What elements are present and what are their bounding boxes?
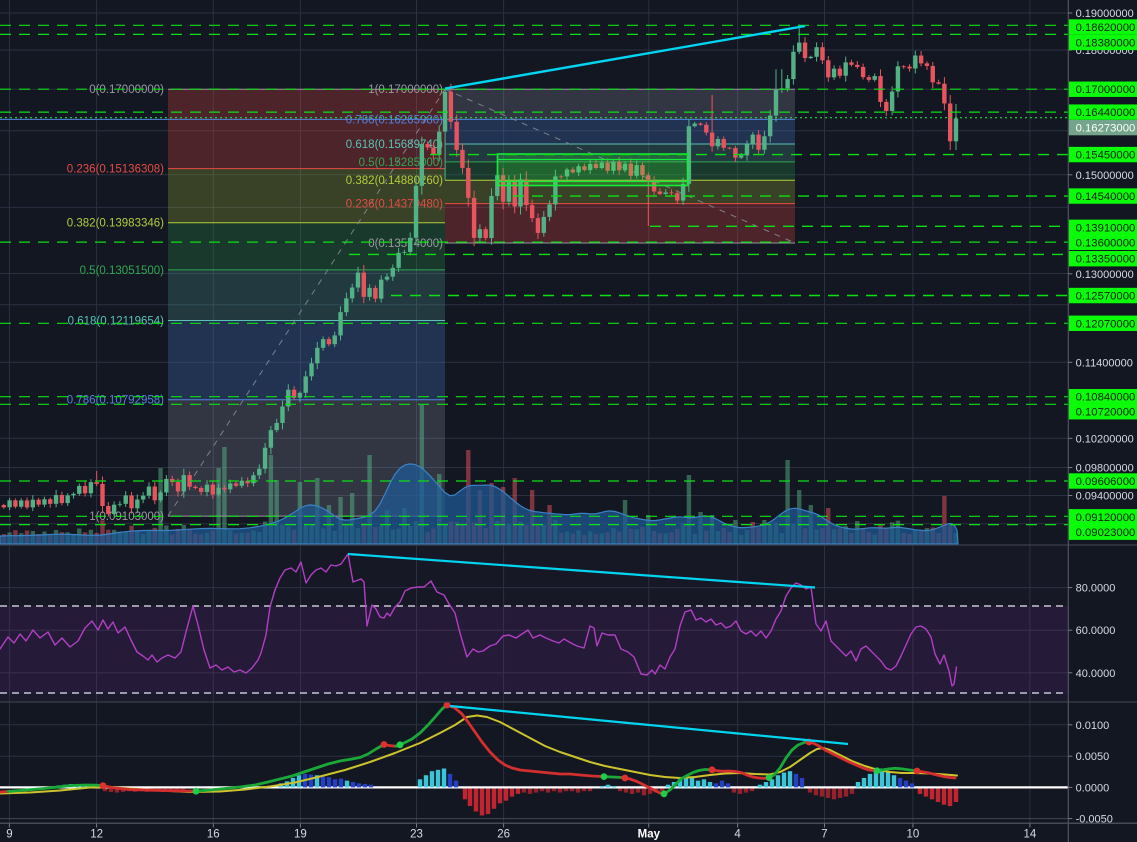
svg-text:0.15000000: 0.15000000 [1076,170,1134,182]
svg-text:0.14540000: 0.14540000 [1076,191,1136,203]
svg-text:0.12570000: 0.12570000 [1076,291,1136,303]
svg-text:60.0000: 60.0000 [1076,625,1116,637]
svg-text:0.10200000: 0.10200000 [1076,433,1134,445]
svg-text:0.11400000: 0.11400000 [1076,357,1133,369]
svg-text:0.0100: 0.0100 [1076,720,1110,732]
svg-text:80.0000: 80.0000 [1076,583,1116,595]
svg-text:0.13910000: 0.13910000 [1076,222,1136,234]
svg-text:0.13350000: 0.13350000 [1076,254,1136,266]
svg-text:0.618(0.12119654): 0.618(0.12119654) [68,316,165,328]
svg-text:0.16440000: 0.16440000 [1076,107,1136,119]
svg-text:0.0050: 0.0050 [1076,751,1110,763]
svg-text:26: 26 [497,829,510,841]
svg-text:0.382(0.14880260): 0.382(0.14880260) [346,175,443,187]
svg-text:1(0.09103000): 1(0.09103000) [89,511,164,523]
svg-text:0.12070000: 0.12070000 [1076,318,1136,330]
svg-text:0.09120000: 0.09120000 [1076,512,1136,524]
svg-text:0.5(0.13051500): 0.5(0.13051500) [80,265,165,277]
svg-text:0.0000: 0.0000 [1076,782,1110,794]
svg-text:0.13600000: 0.13600000 [1076,237,1136,249]
svg-text:0.09606000: 0.09606000 [1076,476,1136,488]
svg-text:0.236(0.15136308): 0.236(0.15136308) [67,164,164,176]
svg-text:0.19000000: 0.19000000 [1076,8,1134,20]
svg-text:0(0.13574000): 0(0.13574000) [368,238,443,250]
svg-text:0.09400000: 0.09400000 [1076,491,1134,503]
svg-text:4: 4 [734,829,741,841]
svg-text:0.5(0.15285000): 0.5(0.15285000) [359,157,444,169]
svg-text:0.09800000: 0.09800000 [1076,463,1134,475]
svg-text:0.10720000: 0.10720000 [1076,407,1136,419]
svg-text:7: 7 [821,829,827,841]
svg-text:0.16273000: 0.16273000 [1076,123,1136,135]
svg-text:-0.0050: -0.0050 [1076,814,1113,826]
svg-text:14: 14 [1024,829,1037,841]
svg-text:0.618(0.15689740): 0.618(0.15689740) [346,139,443,151]
svg-text:9: 9 [6,829,12,841]
svg-text:0.382(0.13983346): 0.382(0.13983346) [67,218,164,230]
svg-text:12: 12 [90,829,103,841]
svg-text:0.09023000: 0.09023000 [1076,527,1136,539]
svg-text:0.18620000: 0.18620000 [1076,22,1136,34]
svg-text:0.236(0.14379480): 0.236(0.14379480) [346,199,443,211]
svg-text:0.10840000: 0.10840000 [1076,392,1136,404]
svg-text:10: 10 [907,829,920,841]
svg-text:0.13000000: 0.13000000 [1076,269,1134,281]
svg-text:0.17000000: 0.17000000 [1076,84,1136,96]
svg-text:May: May [638,829,661,841]
svg-text:23: 23 [410,829,423,841]
svg-text:0.18380000: 0.18380000 [1076,37,1136,49]
svg-text:0.786(0.16265980): 0.786(0.16265980) [346,114,443,126]
svg-text:19: 19 [294,829,307,841]
svg-text:0(0.17000000): 0(0.17000000) [89,84,164,96]
svg-text:16: 16 [207,829,220,841]
svg-text:40.0000: 40.0000 [1076,668,1116,680]
svg-text:0.15450000: 0.15450000 [1076,150,1136,162]
svg-text:1(0.17000000): 1(0.17000000) [368,84,443,96]
